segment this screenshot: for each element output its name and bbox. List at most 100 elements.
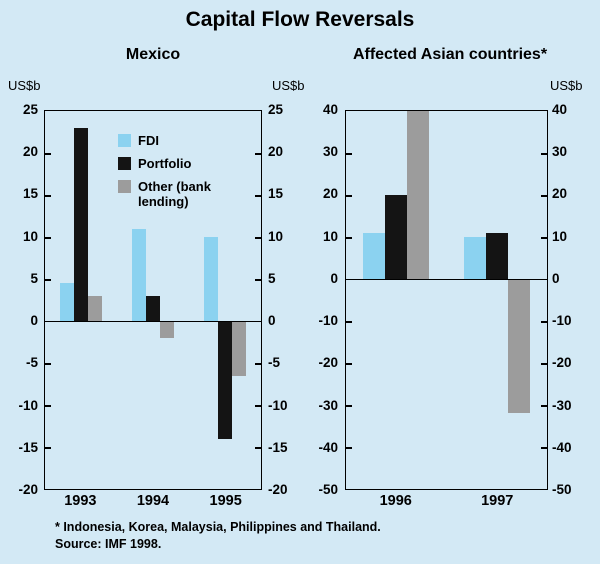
tick-mark xyxy=(541,237,547,239)
tick-mark xyxy=(255,153,261,155)
asia-right-axis-ticks: 40 30 20 10 0 -10 -20 -30 -40 -50 xyxy=(552,102,596,497)
bar-1993-other-bank-lending- xyxy=(88,295,102,321)
tick-mark xyxy=(541,321,547,323)
tick-mark xyxy=(541,195,547,197)
tick-mark xyxy=(45,195,51,197)
y-tick-label: 20 xyxy=(268,144,284,160)
bar-1996-fdi xyxy=(363,232,386,279)
y-tick-label: -10 xyxy=(268,397,288,413)
y-tick-label: -40 xyxy=(552,439,572,455)
bar-1996-portfolio xyxy=(385,195,408,279)
bar-1993-fdi xyxy=(60,283,74,321)
y-tick-label: -10 xyxy=(18,397,38,413)
legend: FDI Portfolio Other (bank lending) xyxy=(118,133,226,217)
tick-mark xyxy=(346,195,352,197)
tick-mark xyxy=(45,279,51,281)
y-tick-label: 40 xyxy=(322,102,338,117)
tick-mark xyxy=(541,153,547,155)
zero-line xyxy=(45,321,261,322)
bar-1995-fdi xyxy=(204,237,218,321)
bar-1993-portfolio xyxy=(74,127,88,321)
tick-mark xyxy=(541,447,547,449)
y-tick-label: 15 xyxy=(268,186,284,202)
y-tick-label: -20 xyxy=(552,355,572,371)
y-tick-label: -40 xyxy=(318,439,338,455)
y-tick-label: -10 xyxy=(552,313,572,329)
bar-1997-other-bank-lending- xyxy=(507,279,530,414)
y-tick-label: 0 xyxy=(268,313,276,329)
y-tick-label: -50 xyxy=(552,482,572,497)
y-tick-label: 20 xyxy=(22,144,38,160)
y-tick-label: -20 xyxy=(268,482,288,497)
y-tick-label: -30 xyxy=(552,397,572,413)
tick-mark xyxy=(45,405,51,407)
tick-mark xyxy=(346,447,352,449)
asia-x-axis-labels: 1996 1997 xyxy=(345,493,548,511)
y-tick-label: 0 xyxy=(30,313,38,329)
y-tick-label: 10 xyxy=(22,228,38,244)
y-tick-label: 10 xyxy=(322,228,338,244)
bar-1994-other-bank-lending- xyxy=(160,321,174,338)
zero-line xyxy=(346,279,547,280)
asia-plot-area xyxy=(345,110,548,490)
bar-1996-other-bank-lending- xyxy=(407,111,430,279)
y-tick-label: 0 xyxy=(552,270,560,286)
y-tick-label: -10 xyxy=(318,313,338,329)
legend-label: FDI xyxy=(138,133,159,148)
tick-mark xyxy=(255,279,261,281)
tick-mark xyxy=(346,237,352,239)
bar-1994-portfolio xyxy=(146,295,160,321)
legend-label: Portfolio xyxy=(138,156,192,171)
y-tick-label: 20 xyxy=(322,186,338,202)
x-tick-label: 1996 xyxy=(379,493,412,509)
tick-mark xyxy=(255,447,261,449)
tick-mark xyxy=(346,153,352,155)
mexico-left-axis-ticks: 25 20 15 10 5 0 -5 -10 -15 -20 xyxy=(0,102,38,497)
bar-1995-portfolio xyxy=(218,321,232,439)
asia-left-axis-ticks: 40 30 20 10 0 -10 -20 -30 -40 -50 xyxy=(300,102,338,497)
x-tick-label: 1997 xyxy=(481,493,514,509)
legend-item: Portfolio xyxy=(118,156,226,171)
y-tick-label: -5 xyxy=(25,355,38,371)
tick-mark xyxy=(45,447,51,449)
mexico-plot-area xyxy=(44,110,262,490)
mexico-x-axis-labels: 1993 1994 1995 xyxy=(44,493,262,511)
tick-mark xyxy=(255,237,261,239)
tick-mark xyxy=(346,321,352,323)
x-tick-label: 1993 xyxy=(64,493,97,509)
y-tick-label: 5 xyxy=(30,270,38,286)
y-tick-label: 30 xyxy=(552,144,568,160)
x-tick-label: 1995 xyxy=(209,493,242,509)
tick-mark xyxy=(541,405,547,407)
y-tick-label: -5 xyxy=(268,355,281,371)
y-tick-label: 10 xyxy=(552,228,568,244)
panel-title-asia: Affected Asian countries* xyxy=(352,46,548,63)
y-tick-label: 20 xyxy=(552,186,568,202)
y-tick-label: -50 xyxy=(318,482,338,497)
footnote-source: Source: IMF 1998. xyxy=(55,537,162,551)
axis-unit-label-left: US$b xyxy=(8,78,41,93)
tick-mark xyxy=(255,195,261,197)
legend-label: Other (bank lending) xyxy=(138,179,211,209)
y-tick-label: 25 xyxy=(22,102,38,117)
legend-item: FDI xyxy=(118,133,226,148)
tick-mark xyxy=(346,405,352,407)
y-tick-label: -20 xyxy=(318,355,338,371)
y-tick-label: -30 xyxy=(318,397,338,413)
y-tick-label: 15 xyxy=(22,186,38,202)
bar-1997-portfolio xyxy=(485,232,508,279)
tick-mark xyxy=(255,363,261,365)
y-tick-label: 0 xyxy=(330,270,338,286)
tick-mark xyxy=(346,363,352,365)
y-tick-label: 25 xyxy=(268,102,284,117)
footnote-countries: * Indonesia, Korea, Malaysia, Philippine… xyxy=(55,520,381,534)
y-tick-label: -15 xyxy=(18,439,38,455)
tick-mark xyxy=(45,237,51,239)
tick-mark xyxy=(541,363,547,365)
bar-1994-fdi xyxy=(132,228,146,321)
axis-unit-label-right: US$b xyxy=(550,78,583,93)
legend-item: Other (bank lending) xyxy=(118,179,226,209)
tick-mark xyxy=(45,153,51,155)
bar-1995-other-bank-lending- xyxy=(232,321,246,376)
